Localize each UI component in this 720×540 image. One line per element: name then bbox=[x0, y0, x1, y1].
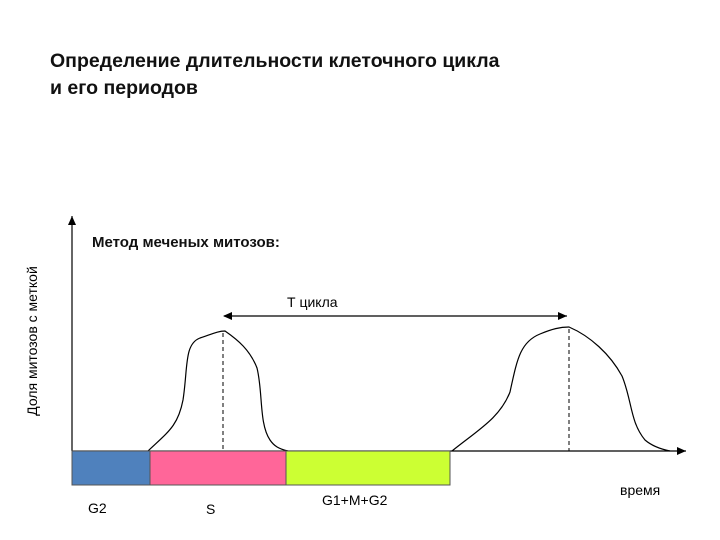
phase-label-g1-m-g2: G1+M+G2 bbox=[322, 492, 388, 508]
cycle-length-label: Т цикла bbox=[287, 294, 338, 310]
phase-label-g2: G2 bbox=[88, 500, 107, 516]
phase-label-s: S bbox=[206, 501, 216, 517]
title-line-2: и его периодов bbox=[50, 77, 198, 99]
phase-bar-g1-m-g2 bbox=[285, 450, 451, 486]
diagram-title: Определение длительности клеточного цикл… bbox=[50, 48, 650, 102]
mitosis-peak-1 bbox=[147, 330, 289, 452]
phase-bar-g2 bbox=[71, 450, 151, 486]
phase-bar-s bbox=[149, 450, 287, 486]
title-line-1: Определение длительности клеточного цикл… bbox=[50, 50, 500, 72]
mitosis-peak-2 bbox=[451, 326, 671, 452]
method-subtitle: Метод меченых митозов: bbox=[92, 234, 280, 251]
x-axis-label: время bbox=[620, 482, 661, 498]
